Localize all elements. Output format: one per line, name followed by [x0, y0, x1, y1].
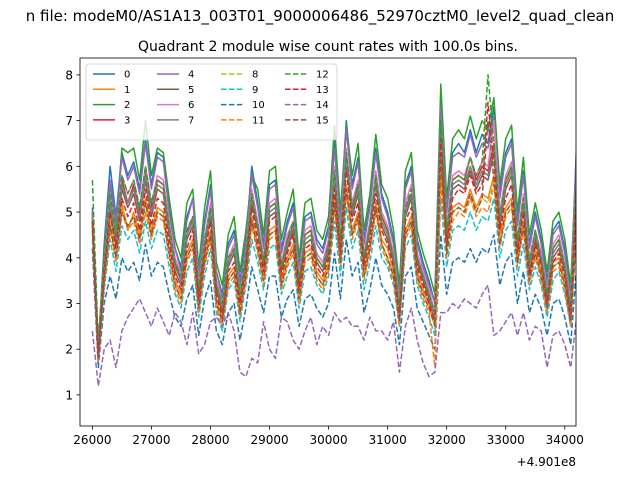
legend-label-2: 2: [124, 100, 130, 111]
legend-label-13: 13: [316, 85, 329, 96]
y-tick-label: 6: [65, 160, 73, 174]
x-tick-label: 32000: [428, 433, 466, 447]
x-tick-label: 29000: [250, 433, 288, 447]
x-tick-label: 34000: [546, 433, 584, 447]
legend-label-3: 3: [124, 115, 130, 126]
legend-label-4: 4: [188, 70, 194, 81]
y-tick-label: 1: [65, 388, 73, 402]
legend-label-6: 6: [188, 100, 194, 111]
legend-label-12: 12: [316, 70, 329, 81]
x-tick-label: 27000: [132, 433, 170, 447]
series-line-14: [91, 284, 576, 387]
series-line-15: [91, 119, 576, 360]
plot-frame: [79, 57, 577, 427]
legend-label-8: 8: [252, 70, 258, 81]
series-line-2: [91, 83, 576, 346]
x-tick-label: 30000: [309, 433, 347, 447]
x-axis: 26000 27000 28000 29000 30000 31000 32000 33000…: [73, 426, 584, 447]
x-tick-label: 33000: [487, 433, 525, 447]
x-offset-label: +4.901e8: [517, 455, 576, 469]
series-line-12: [91, 74, 576, 346]
legend-label-15: 15: [316, 115, 329, 126]
legend-label-11: 11: [252, 115, 265, 126]
legend-label-7: 7: [188, 115, 194, 126]
y-tick-label: 8: [65, 68, 73, 82]
legend-label-14: 14: [316, 100, 329, 111]
figure-suptitle: n file: modeM0/AS1A13_003T01_9000006486_…: [26, 7, 615, 26]
y-tick-label: 5: [65, 206, 73, 220]
series-line-9: [91, 197, 576, 364]
y-tick-label: 7: [65, 114, 73, 128]
legend-label-0: 0: [124, 70, 130, 81]
y-tick-label: 3: [65, 297, 73, 311]
legend-label-1: 1: [124, 85, 130, 96]
series-lines: [91, 74, 576, 387]
legend-label-9: 9: [252, 85, 258, 96]
legend-label-5: 5: [188, 85, 194, 96]
series-line-10: [91, 234, 576, 369]
chart-title: Quadrant 2 module wise count rates with …: [138, 39, 518, 55]
x-tick-label: 31000: [369, 433, 407, 447]
y-tick-label: 4: [65, 251, 73, 265]
legend-box: [85, 63, 338, 141]
x-tick-label: 26000: [73, 433, 111, 447]
y-axis: 1 2 3 4 5 6 7 8: [65, 68, 80, 402]
x-tick-label: 28000: [191, 433, 229, 447]
legend-label-10: 10: [252, 100, 265, 111]
series-line-13: [91, 101, 576, 360]
y-tick-label: 2: [65, 343, 73, 357]
